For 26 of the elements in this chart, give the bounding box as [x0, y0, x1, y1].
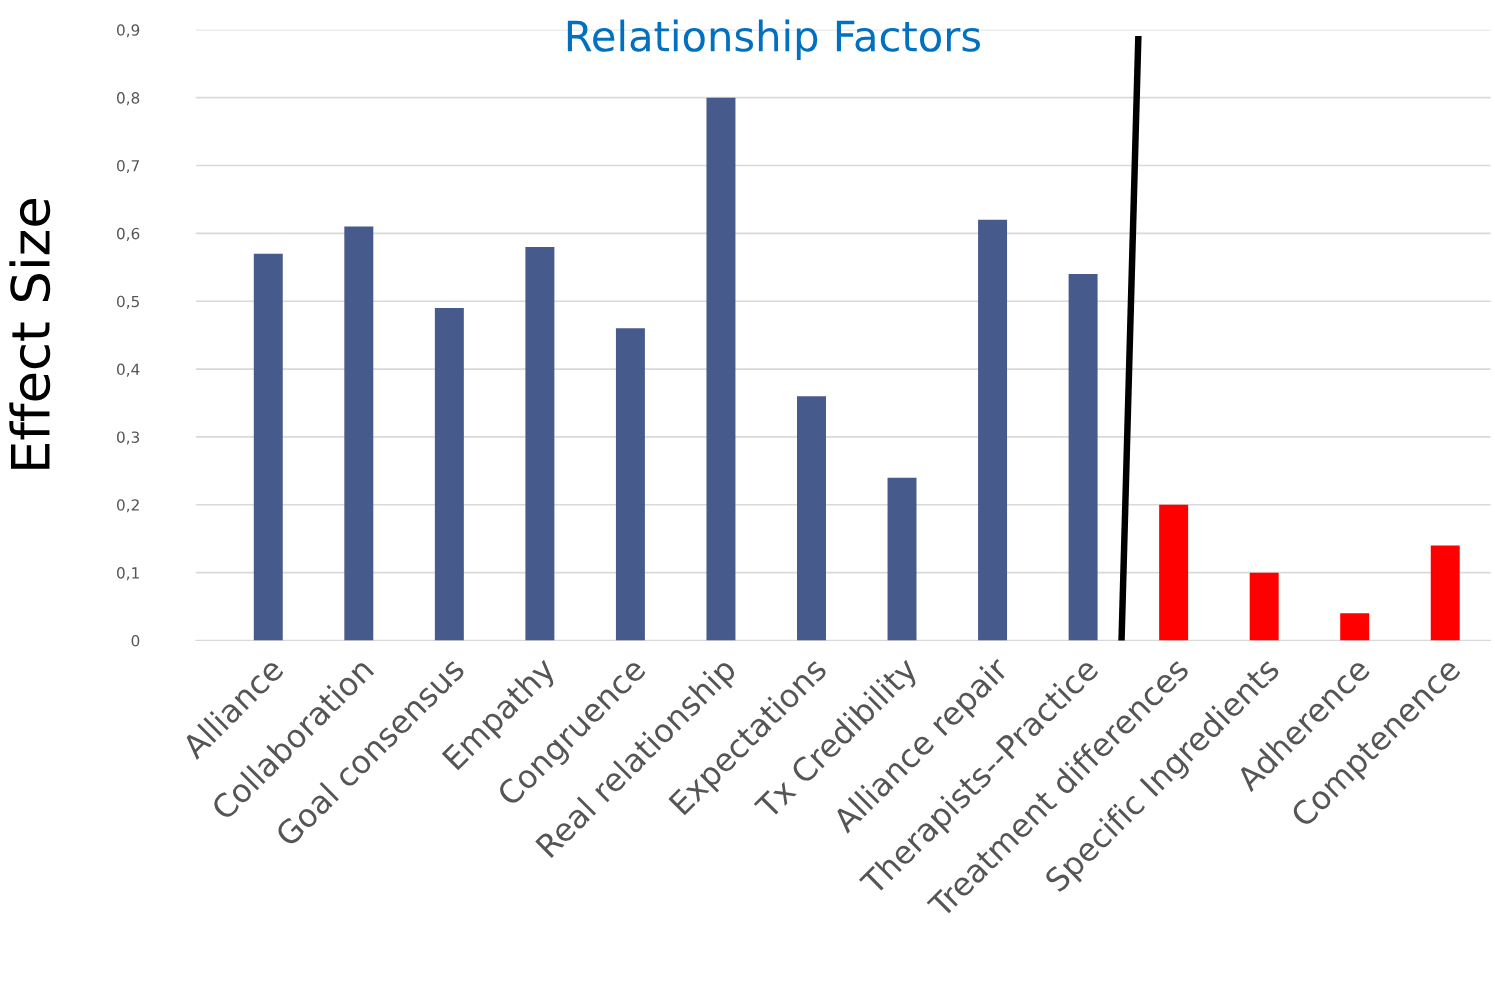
y-tick-label: 0,5 [117, 295, 139, 309]
bar [1340, 613, 1370, 641]
y-axis-title: Effect Size [9, 199, 51, 469]
y-tick-label: 0 [131, 634, 140, 647]
bar [434, 308, 464, 641]
y-tick-label: 0,4 [117, 363, 140, 377]
y-tick-label: 0,6 [117, 227, 140, 241]
y-tick-label: 0,7 [117, 159, 139, 174]
bar [797, 396, 826, 641]
bar [1249, 572, 1279, 641]
chart-title: Relationship Factors [567, 19, 981, 60]
y-tick-label: 0,2 [117, 499, 139, 513]
bar [887, 477, 917, 641]
y-tick-label: 0,9 [117, 24, 140, 38]
y-tick-label: 0,1 [117, 567, 139, 581]
bar [1159, 504, 1189, 641]
bar [615, 328, 645, 641]
bar [1430, 545, 1460, 641]
bar [253, 253, 283, 641]
bar [1068, 274, 1098, 641]
bar [525, 246, 555, 641]
y-tick-label: 0,3 [117, 431, 140, 445]
bar [344, 226, 374, 641]
bar [706, 97, 736, 641]
y-tick-label: 0,8 [117, 92, 140, 106]
bar [978, 219, 1008, 641]
